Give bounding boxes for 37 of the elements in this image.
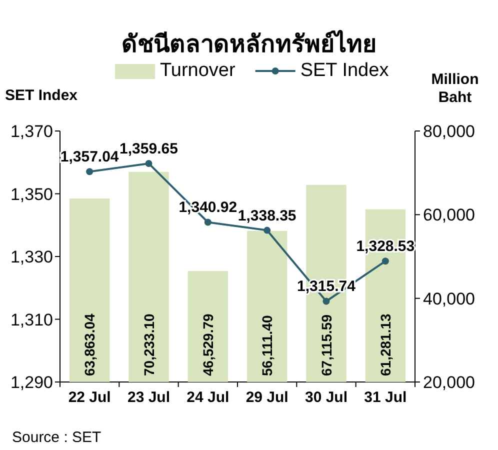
y2-tick-label: 60,000 <box>423 206 475 225</box>
data-label: 67,115.59 <box>318 314 334 376</box>
legend-label: Turnover <box>160 60 236 81</box>
y2-tick-label: 20,000 <box>423 373 475 392</box>
chart-title: ดัชนีตลาดหลักทรัพย์ไทย <box>122 29 376 58</box>
y-tick-label: 1,310 <box>10 310 53 330</box>
point <box>145 160 152 167</box>
data-label: 56,111.40 <box>259 315 276 376</box>
point <box>322 298 330 305</box>
y-axis-title: SET Index <box>5 87 78 104</box>
legend-label: SET Index <box>300 60 390 81</box>
x-tick-label: 31 Jul <box>364 389 407 406</box>
x-tick-label: 30 Jul <box>304 389 348 406</box>
y-tick-label: 1,330 <box>10 248 53 266</box>
y-tick-label: 1,370 <box>10 122 53 141</box>
point <box>382 258 389 265</box>
data-label: 1,338.35 <box>238 207 296 224</box>
data-label: 1,328.53 <box>356 238 415 256</box>
y-tick-label: 1,290 <box>10 373 53 392</box>
y-tick-label: 1,350 <box>10 184 53 204</box>
data-label: 70,233.10 <box>140 314 157 376</box>
y2-tick-label: 40,000 <box>423 289 475 308</box>
point <box>86 168 94 176</box>
y2-tick-label: 80,000 <box>423 122 475 141</box>
data-label: 46,529.79 <box>200 314 216 376</box>
x-tick-label: 23 Jul <box>127 389 170 406</box>
y2-axis-title: Million Baht <box>431 71 479 106</box>
x-tick-label: 29 Jul <box>246 389 288 406</box>
data-label: 61,281.13 <box>377 314 394 376</box>
source-note: Source : SET <box>12 429 102 446</box>
data-label: 63,863.04 <box>82 314 98 376</box>
point <box>204 218 212 226</box>
x-tick-label: 24 Jul <box>186 389 230 406</box>
point <box>264 226 271 234</box>
data-label: 1,357.04 <box>60 148 120 166</box>
data-label: 1,359.65 <box>120 140 178 158</box>
x-tick-label: 22 Jul <box>68 389 111 406</box>
